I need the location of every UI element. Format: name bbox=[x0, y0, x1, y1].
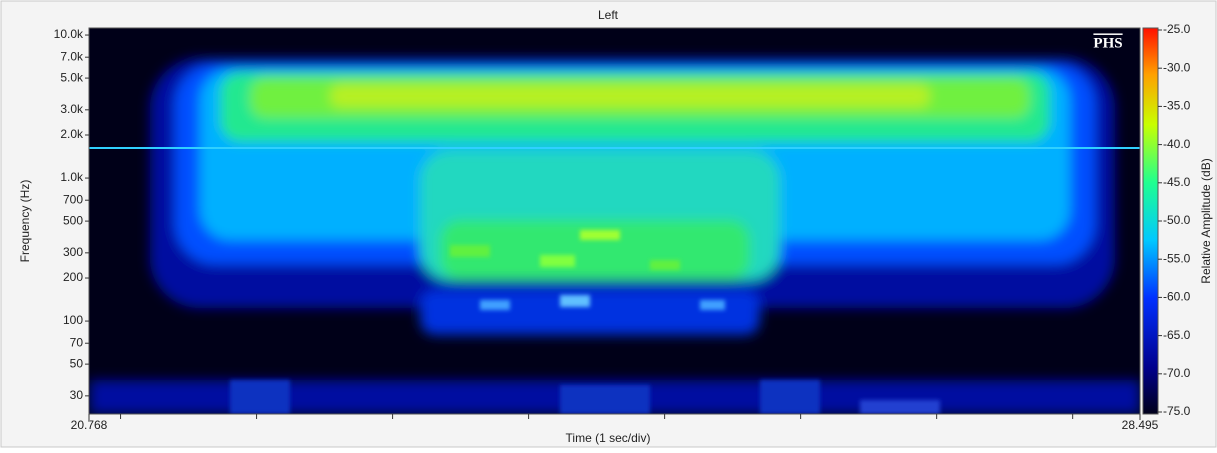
colorbar bbox=[1142, 27, 1159, 415]
colorbar-tick-label: -75.0 bbox=[1163, 404, 1191, 418]
y-tick-label: 700 bbox=[63, 192, 83, 206]
colorbar-label: Relative Amplitude (dB) bbox=[1199, 158, 1213, 283]
y-tick-label: 100 bbox=[63, 313, 83, 327]
y-tick-label: 30 bbox=[70, 388, 84, 402]
colorbar-tick-label: -65.0 bbox=[1163, 328, 1191, 342]
x-tick-label: 28.495 bbox=[1122, 418, 1159, 432]
y-tick-label: 3.0k bbox=[60, 102, 84, 116]
colorbar-tick-label: -35.0 bbox=[1163, 99, 1191, 113]
colorbar-tick-label: -25.0 bbox=[1163, 22, 1191, 36]
colorbar-tick-label: -30.0 bbox=[1163, 60, 1191, 74]
y-axis-label: Frequency (Hz) bbox=[18, 180, 32, 263]
colorbar-tick-label: -55.0 bbox=[1163, 251, 1191, 265]
y-tick-label: 2.0k bbox=[60, 127, 84, 141]
chart-title: Left bbox=[598, 8, 619, 22]
y-tick-label: 50 bbox=[70, 356, 84, 370]
y-tick-label: 70 bbox=[70, 335, 84, 349]
x-tick-label: 20.768 bbox=[71, 418, 108, 432]
y-tick-label: 1.0k bbox=[60, 170, 84, 184]
y-tick-label: 500 bbox=[63, 213, 83, 227]
colorbar-tick-label: -60.0 bbox=[1163, 290, 1191, 304]
y-tick-label: 200 bbox=[63, 270, 83, 284]
y-tick-label: 10.0k bbox=[54, 27, 84, 41]
colorbar-tick-label: -70.0 bbox=[1163, 366, 1191, 380]
y-tick-label: 5.0k bbox=[60, 70, 84, 84]
y-tick-label: 300 bbox=[63, 245, 83, 259]
x-axis-label: Time (1 sec/div) bbox=[566, 431, 651, 445]
colorbar-tick-label: -50.0 bbox=[1163, 213, 1191, 227]
colorbar-tick-label: -45.0 bbox=[1163, 175, 1191, 189]
colorbar-tick-label: -40.0 bbox=[1163, 137, 1191, 151]
y-tick-label: 7.0k bbox=[60, 49, 84, 63]
watermark: PHS bbox=[1093, 35, 1122, 51]
spectrogram-image bbox=[89, 28, 1140, 414]
